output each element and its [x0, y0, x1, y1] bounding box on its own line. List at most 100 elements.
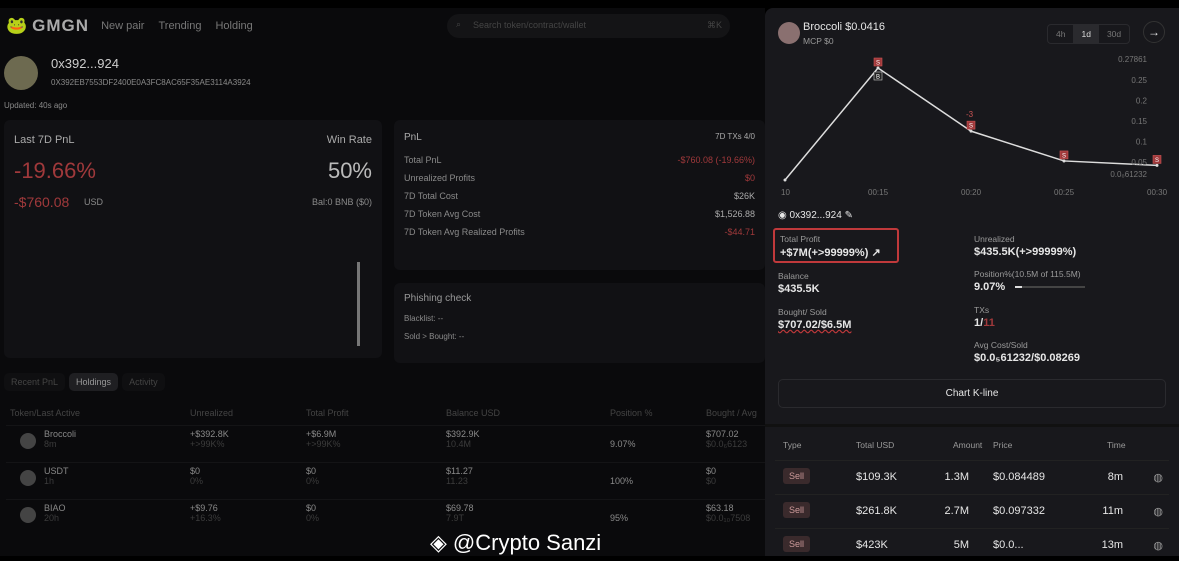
- table-row[interactable]: USDT 1h $0 0% $0 0% $11.27 11.23 100% $0 $0: [6, 462, 765, 499]
- txs-buys: 1/: [974, 317, 984, 329]
- unrealized: $0: [190, 465, 201, 476]
- balance-label: Balance: [778, 271, 809, 281]
- y-tick-label: 0.27861: [1118, 55, 1147, 64]
- table-row[interactable]: Broccoli 8m +$392.8K +>99K% +$6.9M +>99K% $…: [6, 425, 765, 462]
- tx-link-icon[interactable]: ◍: [1153, 506, 1163, 518]
- pnl-row-label: 7D Token Avg Cost: [404, 209, 481, 219]
- col-total-profit[interactable]: Total Profit: [306, 408, 349, 418]
- pnl-row-label: 7D Token Avg Realized Profits: [404, 227, 525, 237]
- total-profit-text: +$7M(+>99999%): [780, 247, 869, 259]
- token-name[interactable]: Broccoli: [44, 428, 77, 439]
- trade-marker-label: S: [876, 61, 880, 67]
- y-tick-label: 0.15: [1131, 117, 1147, 126]
- pnl7d-usd: -$760.08: [14, 194, 70, 210]
- chart-kline-button[interactable]: Chart K-line: [778, 379, 1166, 408]
- data-point: [876, 66, 880, 70]
- pnl-card: PnL 7D TXs 4/0 Total PnL -$760.08 (-19.66%…: [394, 120, 765, 270]
- range-4h[interactable]: 4h: [1056, 29, 1066, 39]
- unrealized-label: Unrealized: [974, 234, 1015, 244]
- tab-holdings[interactable]: Holdings: [69, 373, 119, 391]
- th-total[interactable]: Total USD: [856, 440, 895, 450]
- avg-cost: $0.0₆6123: [706, 438, 748, 449]
- nav-trending[interactable]: Trending: [158, 20, 202, 32]
- price-chart: 10 00:15 00:20 00:25 00:30 0.27861 0.25 0.2 0.15…: [781, 55, 1168, 197]
- bought-value: $707.02/$6.5M: [778, 319, 852, 331]
- close-arrow-icon[interactable]: →: [1143, 21, 1165, 43]
- phishing-card: Phishing check Blacklist: -- Sold > Boug…: [394, 283, 765, 363]
- search-input[interactable]: ⌕ Search token/contract/wallet ⌘K: [447, 14, 730, 38]
- token-price: Broccoli $0.0416: [803, 21, 885, 33]
- watermark-text: @Crypto Sanzi: [452, 530, 602, 555]
- total-profit-pct: +>99K%: [306, 438, 341, 449]
- col-balance[interactable]: Balance USD: [446, 408, 501, 418]
- avg-cost: Avg Cost/Sold $0.0₅61232/$0.08269: [974, 340, 1080, 364]
- pnl7d-pct: -19.66%: [14, 158, 96, 183]
- token-mcp: MCP $0: [803, 36, 834, 46]
- updated-time: Updated: 40s ago: [4, 101, 68, 110]
- external-link-icon[interactable]: ↗: [871, 247, 881, 259]
- data-point: [969, 129, 973, 133]
- token-name[interactable]: BIAO: [44, 502, 66, 513]
- nav-holding[interactable]: Holding: [215, 20, 253, 32]
- pnl-row-value: $1,526.88: [714, 209, 755, 219]
- frog-logo-icon: 🐸: [6, 16, 29, 35]
- pnl-7d-card: Last 7D PnL Win Rate -19.66% 50% -$760.0…: [4, 120, 382, 358]
- balance-amount: 11.23: [446, 475, 468, 486]
- tab-bar: Recent PnL Holdings Activity: [4, 373, 169, 391]
- trade-price: $0.0...: [993, 539, 1024, 551]
- unrealized-pct: +16.3%: [190, 512, 221, 523]
- pnl7d-label: Last 7D PnL: [14, 134, 75, 146]
- table-row[interactable]: BIAO 20h +$9.76 +16.3% $0 0% $69.78 7.9T 95%…: [6, 499, 765, 536]
- tx-link-icon[interactable]: ◍: [1153, 472, 1163, 484]
- trade-amount: 5M: [953, 539, 969, 551]
- trade-amount: 1.3M: [944, 471, 969, 483]
- total-profit-box: Total Profit +$7M(+>99999%) ↗: [773, 228, 899, 263]
- winrate-label: Win Rate: [326, 134, 372, 146]
- col-token[interactable]: Token/Last Active: [10, 408, 81, 418]
- wallet-address[interactable]: 0X392EB7553DF2400E0A3FC8AC65F35AE3114A39…: [51, 78, 251, 87]
- tx-link-icon[interactable]: ◍: [1153, 540, 1163, 552]
- total-profit: $0: [306, 465, 317, 476]
- pnl-row: 7D Token Avg Cost $1,526.88: [404, 209, 755, 219]
- trade-time: 8m: [1107, 471, 1123, 483]
- tab-activity[interactable]: Activity: [122, 373, 165, 391]
- range-1d[interactable]: 1d: [1073, 25, 1099, 43]
- th-price: Price: [993, 440, 1013, 450]
- col-unrealized[interactable]: Unrealized: [190, 408, 234, 418]
- pnl-row: 7D Token Avg Realized Profits -$44.71: [404, 227, 755, 237]
- trade-row[interactable]: Sell $261.8K 2.7M $0.097332 11m ◍: [775, 494, 1169, 526]
- col-bought[interactable]: Bought / Avg: [706, 408, 757, 418]
- position: 9.07%: [610, 438, 636, 449]
- trade-row[interactable]: Sell $109.3K 1.3M $0.084489 8m ◍: [775, 460, 1169, 492]
- token-icon: [20, 469, 36, 486]
- pnl-bar: [357, 262, 360, 346]
- trade-type-badge: Sell: [783, 468, 811, 484]
- trade-time: 11m: [1102, 505, 1123, 517]
- nav-new-pair[interactable]: New pair: [101, 20, 145, 32]
- pnl7d-unit: USD: [84, 197, 104, 207]
- trade-marker: [1059, 150, 1069, 160]
- top-nav: 🐸 GMGN New pair Trending Holding ⌕ Search …: [0, 8, 765, 44]
- range-30d[interactable]: 30d: [1106, 29, 1122, 39]
- total-profit: +$6.9M: [306, 428, 337, 439]
- logo[interactable]: 🐸 GMGN: [6, 16, 89, 36]
- trade-marker: [966, 120, 976, 130]
- trade-marker: [1152, 155, 1162, 164]
- balance: Balance $435.5K: [778, 271, 820, 295]
- trade-marker-label: B: [876, 75, 880, 81]
- edit-icon[interactable]: ✎: [844, 210, 853, 221]
- trade-row[interactable]: Sell $423K 5M $0.0... 13m ◍: [775, 528, 1169, 560]
- logo-text: GMGN: [32, 16, 90, 35]
- data-point: [1155, 163, 1159, 167]
- unrealized-pct: 0%: [190, 475, 204, 486]
- y-tick-label: 0.25: [1131, 76, 1147, 85]
- trade-total: $109.3K: [856, 471, 897, 483]
- th-time: Time: [1107, 440, 1126, 450]
- pnl-row: Unrealized Profits $0: [404, 173, 755, 183]
- token-name[interactable]: USDT: [44, 465, 69, 476]
- bnb-balance: Bal:0 BNB ($0): [311, 197, 372, 207]
- txs-label: TXs: [974, 305, 990, 315]
- tab-recent-pnl[interactable]: Recent PnL: [4, 373, 66, 391]
- y-tick-label: 0.2: [1136, 96, 1148, 105]
- bought: $63.18: [706, 502, 734, 513]
